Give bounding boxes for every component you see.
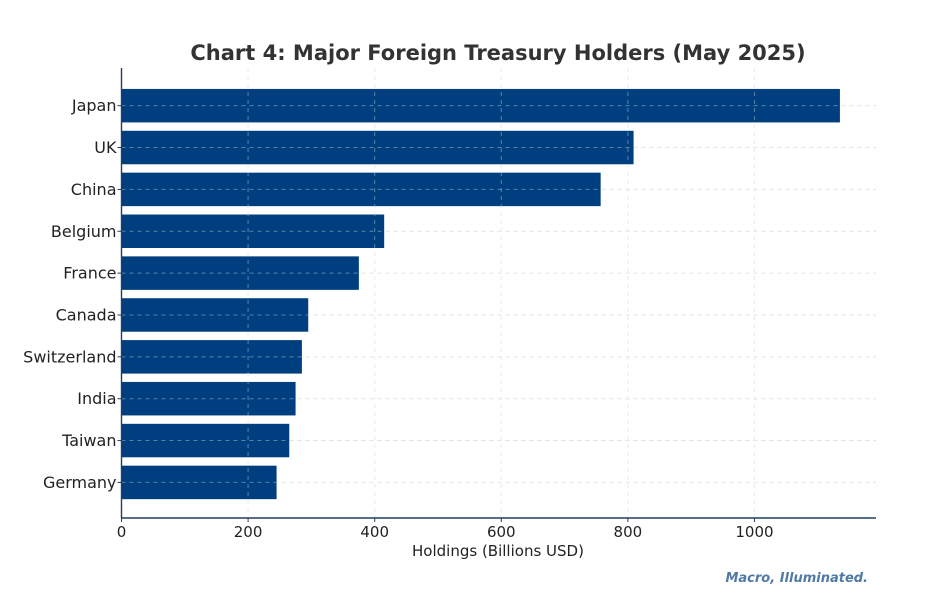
x-tick-label: 0 — [117, 523, 127, 541]
y-tick-label: Germany — [43, 473, 117, 492]
axes — [120, 68, 876, 519]
y-tick-label: India — [77, 389, 116, 408]
bar-china — [121, 172, 601, 207]
bar-japan — [121, 88, 840, 123]
y-tick-label: Japan — [71, 96, 117, 115]
y-tick-label: UK — [94, 138, 117, 157]
y-tick-label: China — [71, 180, 117, 199]
x-tick-labels: 0 200 400 600 800 1000 — [117, 518, 774, 541]
y-tick-label: Switzerland — [23, 347, 116, 366]
y-tick-label: France — [63, 264, 116, 283]
x-tick-label: 600 — [487, 523, 516, 541]
bars — [121, 88, 840, 500]
bar-uk — [121, 130, 634, 165]
bar-germany — [121, 465, 277, 500]
bar-canada — [121, 298, 309, 332]
bar-belgium — [121, 214, 385, 248]
watermark-text: Macro, Illuminated. — [725, 571, 868, 586]
x-tick-label: 200 — [234, 523, 263, 541]
y-tick-label: Belgium — [51, 222, 117, 241]
bar-india — [121, 381, 296, 416]
x-axis-label: Holdings (Billions USD) — [412, 542, 584, 560]
y-tick-label: Taiwan — [61, 431, 116, 450]
x-tick-label: 800 — [614, 523, 643, 541]
bar-switzerland — [121, 340, 302, 374]
x-tick-label: 400 — [360, 523, 389, 541]
bar-france — [121, 256, 359, 290]
chart-title: Chart 4: Major Foreign Treasury Holders … — [190, 41, 805, 65]
grid-overlay — [121, 68, 840, 518]
y-tick-label: Canada — [56, 305, 117, 324]
x-tick-label: 1000 — [735, 523, 773, 541]
bar-taiwan — [121, 423, 290, 458]
y-tick-labels: Japan UK China Belgium France Canada Switzerla… — [23, 96, 122, 492]
